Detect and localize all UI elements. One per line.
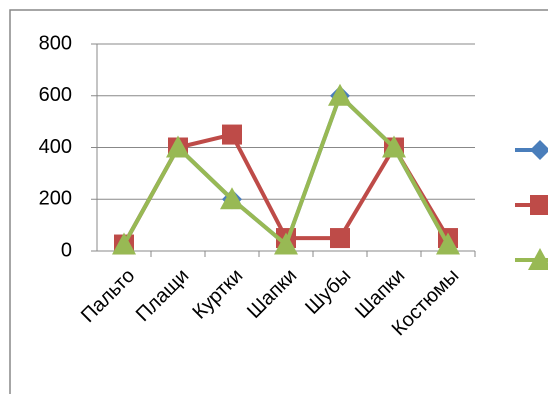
marker bbox=[220, 187, 244, 210]
marker bbox=[528, 248, 548, 270]
marker bbox=[166, 135, 190, 158]
y-tick-label: 200 bbox=[39, 188, 72, 210]
marker bbox=[530, 195, 548, 215]
y-tick-label: 400 bbox=[39, 136, 72, 158]
marker bbox=[382, 135, 406, 158]
y-tick-label: 0 bbox=[61, 239, 72, 261]
marker bbox=[274, 232, 298, 255]
y-tick-label: 800 bbox=[39, 32, 72, 54]
marker bbox=[530, 140, 548, 160]
marker bbox=[112, 232, 136, 255]
marker bbox=[330, 228, 350, 249]
marker bbox=[222, 124, 242, 145]
marker bbox=[436, 232, 460, 255]
y-tick-label: 600 bbox=[39, 84, 72, 106]
chart-border bbox=[9, 9, 548, 394]
marker bbox=[328, 83, 352, 106]
